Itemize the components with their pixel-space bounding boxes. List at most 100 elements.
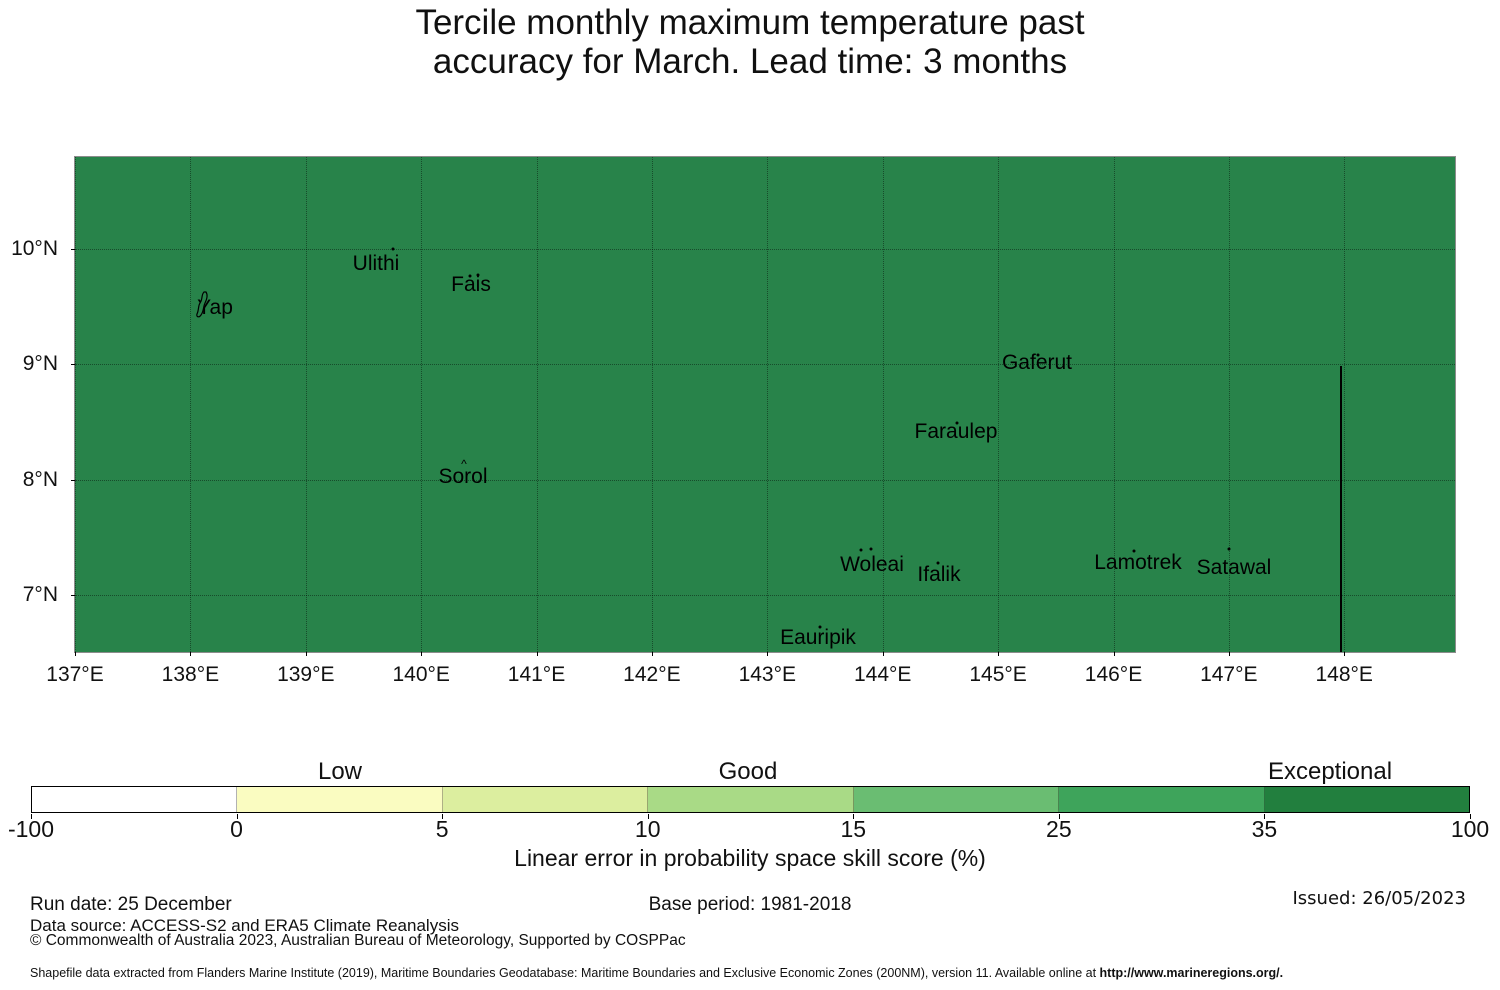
island-dot xyxy=(476,273,480,277)
data-source-text: Data source: ACCESS-S2 and ERA5 Climate … xyxy=(30,916,459,935)
x-axis-tick xyxy=(1113,652,1115,656)
lon-gridline xyxy=(651,157,653,652)
island-dot xyxy=(936,561,940,565)
colorbar-tick xyxy=(647,814,649,819)
x-axis-tick xyxy=(1228,652,1230,656)
y-axis-tick xyxy=(71,364,75,366)
lon-gridline xyxy=(1228,157,1230,652)
x-tick-label: 139°E xyxy=(277,663,335,686)
x-axis-tick xyxy=(536,652,538,656)
colorbar-tick-label: 100 xyxy=(1450,816,1490,842)
base-period-text: Base period: 1981-2018 xyxy=(648,894,852,915)
colorbar-tick xyxy=(1264,814,1266,819)
x-tick-label: 138°E xyxy=(161,663,220,686)
colorbar-tick xyxy=(853,814,855,819)
shapefile-note: Shapefile data extracted from Flanders M… xyxy=(30,966,1283,980)
lon-gridline xyxy=(1113,157,1115,652)
y-tick-label: 7°N xyxy=(22,583,58,607)
map-area: Yap Ulithi Fais Sorol ^ Gaferut Faraulep Woleai… xyxy=(74,156,1456,653)
colorbar xyxy=(31,786,1470,813)
colorbar-tick xyxy=(236,814,238,819)
lon-gridline xyxy=(882,157,884,652)
eez-boundary-line xyxy=(1340,366,1342,652)
x-axis-tick xyxy=(651,652,653,656)
lon-gridline xyxy=(75,157,76,652)
colorbar-segment xyxy=(1264,787,1469,812)
x-tick-label: 146°E xyxy=(1084,663,1143,686)
island-label-ifalik: Ifalik xyxy=(917,563,961,586)
colorbar-tick xyxy=(442,814,444,819)
x-tick-label: 143°E xyxy=(738,663,797,686)
x-tick-label: 145°E xyxy=(969,663,1027,686)
copyright-text: © Commonwealth of Australia 2023, Austra… xyxy=(30,932,686,949)
island-dot xyxy=(859,548,863,552)
colorbar-category-low: Low xyxy=(317,758,363,785)
colorbar-tick xyxy=(1058,814,1060,819)
colorbar-tick-label: 25 xyxy=(1046,816,1072,842)
island-dot xyxy=(468,274,472,278)
island-label-satawal: Satawal xyxy=(1196,556,1272,579)
x-tick-label: 144°E xyxy=(853,663,912,686)
lat-gridline xyxy=(75,595,1455,597)
colorbar-tick-label: 5 xyxy=(435,816,449,842)
colorbar-tick-label: 15 xyxy=(840,816,867,842)
colorbar-tick-label: 0 xyxy=(230,816,243,842)
x-axis-tick xyxy=(421,652,423,656)
island-label-gaferut: Gaferut xyxy=(1001,351,1073,374)
yap-island-shape xyxy=(195,291,215,324)
island-label-woleai: Woleai xyxy=(840,553,904,576)
y-tick-label: 9°N xyxy=(22,352,58,376)
island-dot xyxy=(869,547,873,551)
x-tick-label: 137°E xyxy=(46,663,104,686)
sorol-island-shape: ^ xyxy=(461,457,467,471)
x-axis-tick xyxy=(767,652,769,656)
lon-gridline xyxy=(536,157,538,652)
x-tick-label: 142°E xyxy=(623,663,681,686)
island-dot xyxy=(1227,547,1231,551)
shapefile-url: http://www.marineregions.org/. xyxy=(1099,966,1284,980)
colorbar-segment xyxy=(442,787,649,812)
x-tick-label: 140°E xyxy=(392,663,450,686)
x-axis-tick xyxy=(1344,652,1346,656)
y-axis-tick xyxy=(71,595,75,597)
island-label-faraulep: Faraulep xyxy=(914,420,998,443)
y-tick-label: 8°N xyxy=(22,467,58,491)
island-dot xyxy=(1132,549,1136,553)
x-axis-tick xyxy=(882,652,884,656)
lat-gridline xyxy=(75,479,1455,481)
lon-gridline xyxy=(998,157,1000,652)
x-tick-label: 147°E xyxy=(1200,663,1258,686)
island-label-lamotrek: Lamotrek xyxy=(1094,551,1182,574)
lon-gridline xyxy=(1344,157,1346,652)
colorbar-segment xyxy=(237,787,443,812)
colorbar-category-good: Good xyxy=(718,758,778,785)
island-label-sorol: Sorol xyxy=(438,465,488,488)
chart-title: Tercile monthly maximum temperature past… xyxy=(0,3,1500,81)
island-label-eauripik: Eauripik xyxy=(780,626,856,649)
shapefile-note-text: Shapefile data extracted from Flanders M… xyxy=(30,966,1100,980)
colorbar-segment xyxy=(32,787,238,812)
x-tick-label: 141°E xyxy=(507,663,566,686)
x-axis-tick xyxy=(998,652,1000,656)
lon-gridline xyxy=(305,157,307,652)
island-dot xyxy=(1036,353,1040,357)
colorbar-tick xyxy=(1470,814,1471,819)
island-dot xyxy=(955,421,959,425)
colorbar-segment xyxy=(853,787,1060,812)
colorbar-segment xyxy=(648,787,854,812)
colorbar-tick-label: 10 xyxy=(634,816,661,842)
x-axis-tick xyxy=(75,652,76,656)
chart-title-line1: Tercile monthly maximum temperature past xyxy=(415,3,1085,42)
colorbar-segment xyxy=(1059,787,1265,812)
colorbar-tick-label: 35 xyxy=(1251,816,1278,842)
colorbar-category-exceptional: Exceptional xyxy=(1267,758,1393,785)
lon-gridline xyxy=(421,157,423,652)
run-date-text: Run date: 25 December xyxy=(30,894,232,915)
lat-gridline xyxy=(75,248,1455,250)
colorbar-tick-label: -100 xyxy=(7,816,55,842)
lon-gridline xyxy=(190,157,192,652)
y-axis-tick xyxy=(71,248,75,250)
lon-gridline xyxy=(767,157,769,652)
x-axis-tick xyxy=(190,652,192,656)
